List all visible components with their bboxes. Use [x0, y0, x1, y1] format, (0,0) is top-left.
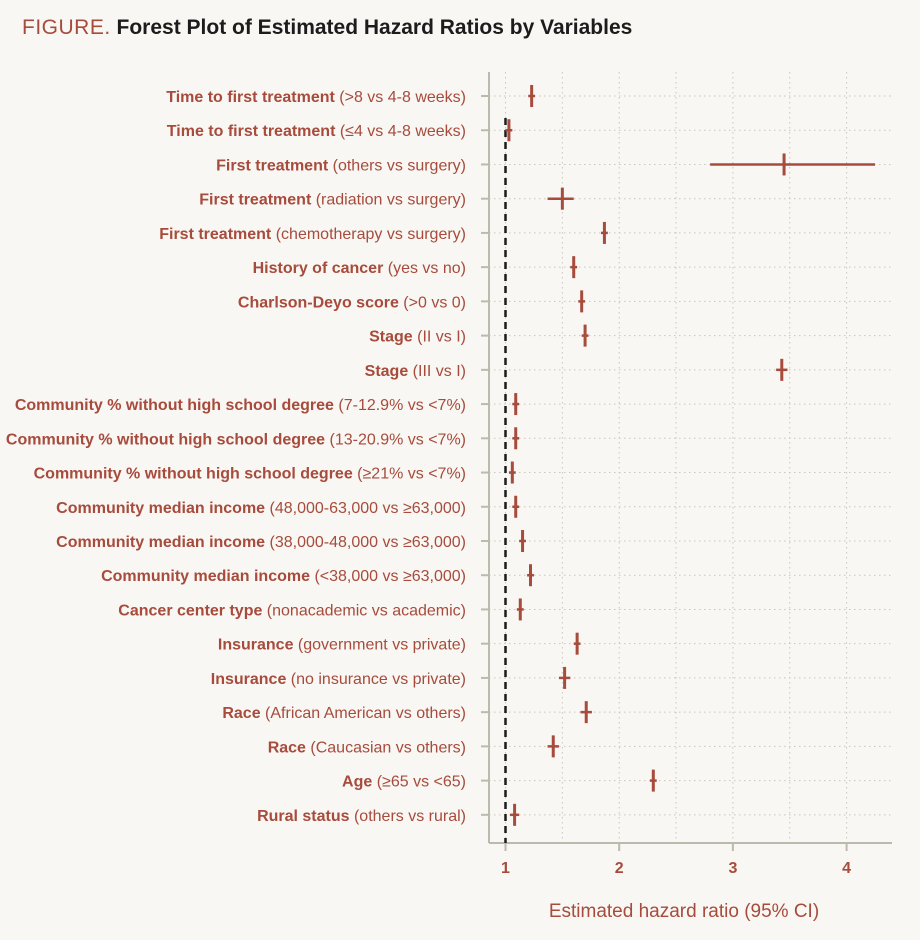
row-variable: Race: [268, 739, 306, 756]
row-variable: First treatment: [159, 226, 272, 243]
row-variable: Community % without high school degree: [34, 466, 353, 483]
figure-title: FIGURE. Forest Plot of Estimated Hazard …: [22, 16, 632, 40]
grid-layer: [489, 72, 892, 843]
row-label: Charlson-Deyo score (>0 vs 0): [238, 294, 466, 311]
row-variable: Race: [222, 705, 260, 722]
row-comparison: (II vs I): [413, 329, 466, 346]
row-comparison: (chemotherapy vs surgery): [271, 226, 466, 243]
figure-title-text: Forest Plot of Estimated Hazard Ratios b…: [116, 16, 633, 39]
row-label: First treatment (chemotherapy vs surgery…: [159, 226, 466, 243]
row-variable: Insurance: [211, 671, 287, 688]
row-variable: Stage: [365, 363, 409, 380]
row-label: Age (≥65 vs <65): [342, 774, 466, 791]
data-marks: [505, 85, 876, 826]
row-comparison: (nonacademic vs academic): [262, 602, 466, 619]
row-variable: Stage: [369, 329, 413, 346]
x-tick-label: 1: [501, 860, 510, 877]
row-label: Community % without high school degree (…: [15, 397, 466, 414]
row-label: Community median income (<38,000 vs ≥63,…: [101, 568, 466, 585]
row-comparison: (radiation vs surgery): [311, 192, 466, 209]
row-label: History of cancer (yes vs no): [253, 260, 466, 277]
row-variable: Insurance: [218, 637, 294, 654]
row-comparison: (≥21% vs <7%): [353, 466, 466, 483]
row-variable: Time to first treatment: [166, 89, 335, 106]
row-variable: Cancer center type: [118, 602, 262, 619]
row-variable: First treatment: [199, 192, 312, 209]
row-label: Insurance (government vs private): [218, 637, 466, 654]
row-comparison: (38,000-48,000 vs ≥63,000): [265, 534, 466, 551]
row-variable: Community median income: [56, 500, 265, 517]
row-label: First treatment (others vs surgery): [216, 157, 466, 174]
row-comparison: (African American vs others): [261, 705, 466, 722]
row-comparison: (III vs I): [408, 363, 466, 380]
row-comparison: (Caucasian vs others): [306, 739, 466, 756]
row-labels: Time to first treatment (>8 vs 4-8 weeks…: [6, 89, 466, 825]
row-comparison: (48,000-63,000 vs ≥63,000): [265, 500, 466, 517]
row-comparison: (others vs rural): [350, 808, 466, 825]
x-tick-label: 4: [842, 860, 851, 877]
row-comparison: (government vs private): [293, 637, 466, 654]
row-comparison: (7-12.9% vs <7%): [334, 397, 466, 414]
x-axis-title: Estimated hazard ratio (95% CI): [549, 901, 819, 922]
row-comparison: (13-20.9% vs <7%): [325, 431, 466, 448]
row-comparison: (<38,000 vs ≥63,000): [310, 568, 466, 585]
row-variable: Charlson-Deyo score: [238, 294, 399, 311]
row-variable: Community median income: [101, 568, 310, 585]
row-comparison: (≥65 vs <65): [372, 774, 466, 791]
row-variable: Community % without high school degree: [15, 397, 334, 414]
row-label: Race (Caucasian vs others): [268, 739, 466, 756]
row-label: Time to first treatment (>8 vs 4-8 weeks…: [166, 89, 466, 106]
row-label: Stage (III vs I): [365, 363, 466, 380]
row-variable: Age: [342, 774, 372, 791]
row-variable: Rural status: [257, 808, 350, 825]
row-variable: Community % without high school degree: [6, 431, 325, 448]
row-label: First treatment (radiation vs surgery): [199, 192, 466, 209]
row-label: Community median income (38,000-48,000 v…: [56, 534, 466, 551]
row-variable: Time to first treatment: [167, 123, 336, 140]
row-label: Insurance (no insurance vs private): [211, 671, 466, 688]
row-variable: First treatment: [216, 157, 329, 174]
row-label: Time to first treatment (≤4 vs 4-8 weeks…: [167, 123, 466, 140]
row-comparison: (yes vs no): [383, 260, 466, 277]
row-label: Community % without high school degree (…: [34, 466, 466, 483]
row-comparison: (≤4 vs 4-8 weeks): [335, 123, 466, 140]
row-label: Community median income (48,000-63,000 v…: [56, 500, 466, 517]
row-label: Community % without high school degree (…: [6, 431, 466, 448]
row-comparison: (>8 vs 4-8 weeks): [335, 89, 466, 106]
row-comparison: (>0 vs 0): [399, 294, 466, 311]
row-comparison: (no insurance vs private): [286, 671, 466, 688]
figure-label: FIGURE.: [22, 16, 111, 39]
row-comparison: (others vs surgery): [328, 157, 466, 174]
row-variable: History of cancer: [253, 260, 384, 277]
axes-layer: 1 2 3 4: [481, 72, 892, 877]
row-label: Cancer center type (nonacademic vs acade…: [118, 602, 466, 619]
row-label: Rural status (others vs rural): [257, 808, 466, 825]
x-tick-label: 2: [615, 860, 624, 877]
x-tick-label: 3: [728, 860, 737, 877]
row-variable: Community median income: [56, 534, 265, 551]
row-label: Stage (II vs I): [369, 329, 466, 346]
row-label: Race (African American vs others): [222, 705, 466, 722]
